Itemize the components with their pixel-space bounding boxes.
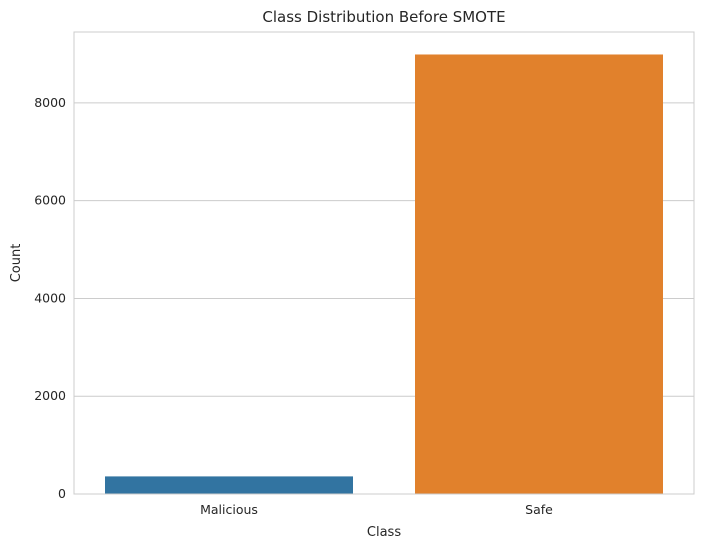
y-tick-label: 2000 <box>34 388 66 403</box>
y-tick-label: 0 <box>58 486 66 501</box>
bar-safe <box>415 54 663 494</box>
bar-malicious <box>105 476 353 494</box>
y-axis-label: Count <box>9 244 24 283</box>
x-axis-label: Class <box>367 525 401 540</box>
y-tick-label: 6000 <box>34 193 66 208</box>
y-tick-label: 4000 <box>34 290 66 305</box>
y-tick-labels: 0 2000 4000 6000 8000 <box>34 95 66 501</box>
x-tick-labels: Malicious Safe <box>200 502 553 517</box>
x-tick-label: Malicious <box>200 502 258 517</box>
y-tick-label: 8000 <box>34 95 66 110</box>
plot-frame <box>73 31 695 495</box>
bars <box>105 54 663 494</box>
chart-title: Class Distribution Before SMOTE <box>262 8 505 26</box>
x-tick-label: Safe <box>525 502 553 517</box>
